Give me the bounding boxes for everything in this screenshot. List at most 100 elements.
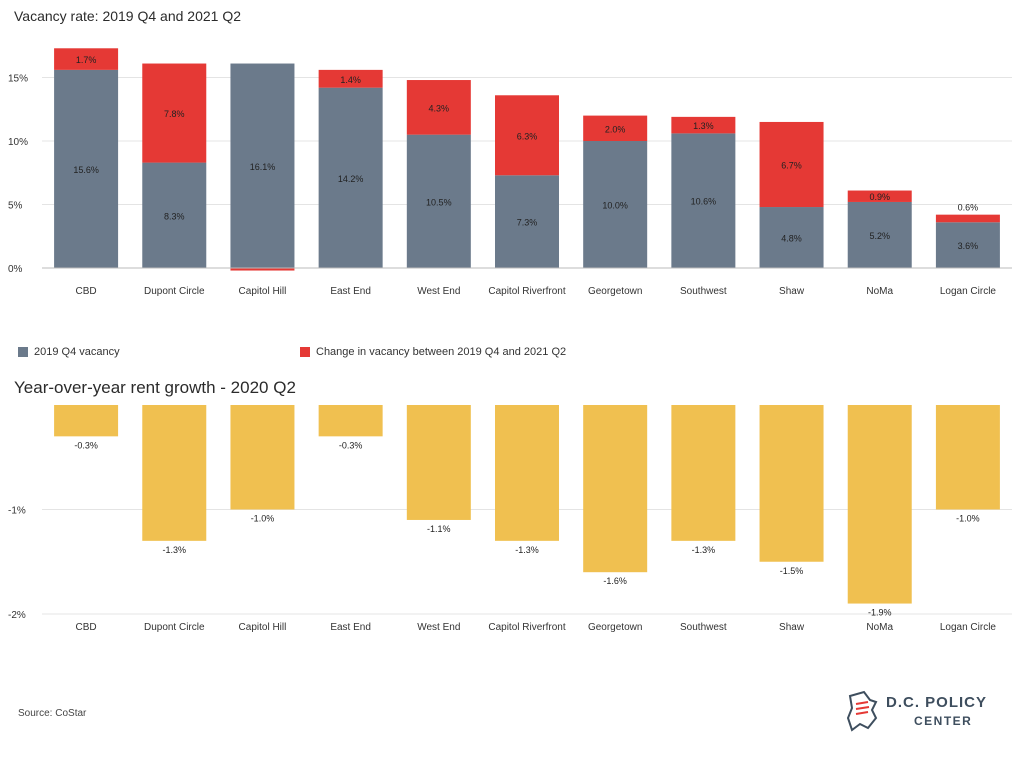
bar-rent-east-end	[318, 405, 383, 437]
data-label-change: 4.3%	[429, 103, 450, 113]
bar-rent-capitol-riverfront	[495, 405, 559, 541]
legend-swatch-red	[300, 347, 310, 357]
bar-2019-capitol-riverfront	[495, 175, 559, 268]
data-label-2019: 7.3%	[517, 218, 538, 228]
bar-2019-logan-circle	[935, 222, 1000, 268]
vacancy-chart: 0% 5% 10% 15% 15.6% 1.7% CBD 8.3% 7.8% Dupont Cir…	[8, 48, 1012, 297]
bar-change-georgetown	[583, 115, 648, 141]
bar-change-cbd	[54, 48, 119, 70]
data-label-2019: 3.6%	[958, 241, 979, 251]
bar-2019-noma	[847, 201, 912, 268]
vacancy-chart-title: Vacancy rate: 2019 Q4 and 2021 Q2	[14, 8, 242, 24]
x-tick-label: Shaw	[779, 286, 805, 297]
y-tick-label: 5%	[8, 201, 23, 212]
bar-change-southwest	[671, 116, 736, 134]
x-tick-label: Dupont Circle	[144, 622, 205, 633]
data-label-change: 0.9%	[869, 192, 890, 202]
x-tick-label: Logan Circle	[940, 622, 997, 633]
data-label-change: 1.4%	[340, 75, 361, 85]
data-label-2019: 4.8%	[781, 234, 802, 244]
data-label-rent: -1.5%	[780, 566, 804, 576]
data-label-change: 1.7%	[76, 55, 97, 65]
x-tick-label: Georgetown	[588, 286, 642, 297]
bar-rent-logan-circle	[935, 405, 1000, 510]
capitol-logo-icon	[846, 690, 878, 732]
bar-change-shaw	[759, 121, 824, 208]
bar-2019-east-end	[318, 87, 383, 268]
bar-2019-dupont-circle	[142, 162, 207, 268]
logo-text-line2: CENTER	[914, 714, 973, 728]
bar-rent-georgetown	[583, 405, 648, 573]
x-tick-label: Southwest	[680, 622, 727, 633]
data-label-change: 6.7%	[781, 160, 802, 170]
rent-growth-chart: -1% -2% -0.3% CBD -1.3% Dupont Circle -1.0% Cap…	[8, 405, 1012, 633]
data-label-2019: 15.6%	[73, 165, 99, 175]
bar-2019-shaw	[759, 207, 824, 268]
bar-rent-cbd	[54, 405, 119, 437]
data-label-rent: -1.3%	[692, 545, 716, 555]
x-tick-label: East End	[330, 622, 371, 633]
data-label-change: 6.3%	[517, 131, 538, 141]
y-tick-label: -1%	[8, 506, 26, 517]
data-label-2019: 10.6%	[691, 197, 717, 207]
data-label-change: 2.0%	[605, 124, 626, 134]
x-tick-label: Georgetown	[588, 622, 642, 633]
data-label-2019: 10.5%	[426, 197, 452, 207]
dc-policy-center-logo: D.C. POLICY CENTER	[842, 688, 992, 734]
bar-change-logan-circle	[935, 214, 1000, 223]
bar-rent-dupont-circle	[142, 405, 207, 541]
x-tick-label: Southwest	[680, 286, 727, 297]
x-tick-label: Shaw	[779, 622, 805, 633]
bar-2019-capitol-hill	[230, 63, 295, 268]
data-label-rent: -1.0%	[956, 514, 980, 524]
logo-text-line1: D.C. POLICY	[886, 694, 988, 711]
x-tick-label: Capitol Hill	[239, 286, 287, 297]
bar-rent-noma	[847, 405, 912, 604]
bar-change-capitol-riverfront	[495, 95, 559, 176]
bar-rent-shaw	[759, 405, 824, 562]
legend-item-change: Change in vacancy between 2019 Q4 and 20…	[300, 346, 566, 358]
x-tick-label: NoMa	[866, 286, 893, 297]
x-tick-label: CBD	[76, 286, 97, 297]
data-label-2019: 10.0%	[602, 201, 628, 211]
data-label-rent: -1.3%	[163, 545, 187, 555]
y-tick-label: 15%	[8, 74, 28, 85]
x-tick-label: West End	[417, 622, 460, 633]
data-label-change: 7.8%	[164, 109, 185, 119]
x-tick-label: Capitol Riverfront	[488, 622, 565, 633]
x-tick-label: CBD	[76, 622, 97, 633]
data-label-2019: 16.1%	[250, 162, 276, 172]
source-note: Source: CoStar	[18, 708, 87, 719]
x-tick-label: Capitol Riverfront	[488, 286, 565, 297]
data-label-rent: -1.6%	[603, 576, 627, 586]
legend-label-2019-vacancy: 2019 Q4 vacancy	[34, 346, 120, 358]
bar-2019-southwest	[671, 133, 736, 268]
y-tick-label: -2%	[8, 610, 26, 621]
data-label-2019: 5.2%	[869, 231, 890, 241]
bar-2019-georgetown	[583, 141, 648, 268]
x-tick-label: Dupont Circle	[144, 286, 205, 297]
legend-label-change: Change in vacancy between 2019 Q4 and 20…	[316, 346, 567, 358]
data-label-change: 0.6%	[958, 203, 979, 213]
bar-2019-cbd	[54, 69, 119, 268]
data-label-2019: 14.2%	[338, 174, 364, 184]
bar-change-east-end	[318, 69, 383, 88]
legend-item-2019-vacancy: 2019 Q4 vacancy	[18, 346, 120, 358]
y-tick-label: 0%	[8, 264, 23, 275]
data-label-change: 1.3%	[693, 121, 714, 131]
bar-change-noma	[847, 190, 912, 202]
bar-rent-west-end	[406, 405, 471, 520]
x-tick-label: Logan Circle	[940, 286, 997, 297]
data-label-rent: -1.3%	[515, 545, 539, 555]
bar-change-west-end	[406, 80, 471, 135]
bar-2019-west-end	[406, 134, 471, 268]
x-tick-label: Capitol Hill	[239, 622, 287, 633]
data-label-rent: -0.3%	[74, 440, 98, 450]
x-tick-label: NoMa	[866, 622, 893, 633]
data-label-2019: 8.3%	[164, 211, 185, 221]
legend-swatch-gray	[18, 347, 28, 357]
bar-rent-capitol-hill	[230, 405, 295, 510]
data-label-rent: -1.0%	[251, 514, 275, 524]
data-label-rent: -1.1%	[427, 524, 451, 534]
x-tick-label: West End	[417, 286, 460, 297]
